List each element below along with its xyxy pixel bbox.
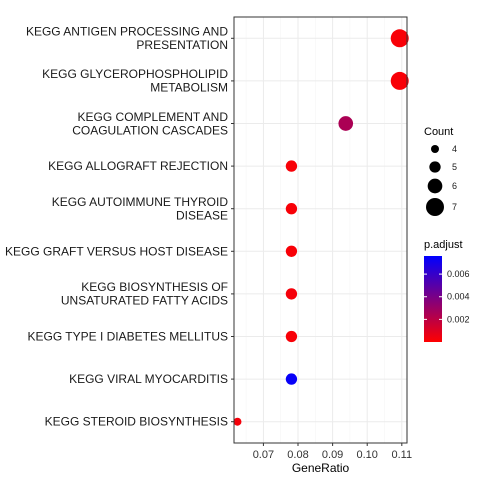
data-point — [390, 29, 409, 48]
data-point — [285, 330, 298, 343]
padjust-legend-title: p.adjust — [424, 239, 463, 251]
y-axis: KEGG ANTIGEN PROCESSING AND PRESENTATION K… — [5, 25, 234, 429]
x-axis-title: GeneRatio — [292, 461, 350, 475]
x-tick-label: 0.09 — [322, 449, 343, 461]
y-category-label: KEGG BIOSYNTHESIS OF UNSATURATED FATTY AC… — [61, 280, 228, 308]
y-category-label: KEGG GRAFT VERSUS HOST DISEASE — [5, 244, 228, 258]
y-category-label: KEGG AUTOIMMUNE THYROID DISEASE — [52, 195, 229, 223]
data-point — [285, 373, 298, 385]
padjust-legend-label: 0.004 — [447, 292, 470, 302]
count-legend-key — [429, 161, 441, 173]
count-legend-key — [427, 178, 443, 194]
y-category-label: KEGG COMPLEMENT AND COAGULATION CASCADES — [72, 110, 228, 138]
y-category-label: KEGG ANTIGEN PROCESSING AND PRESENTATION — [26, 25, 228, 53]
data-point — [233, 417, 242, 426]
x-tick-label: 0.08 — [287, 449, 308, 461]
padjust-legend-label: 0.006 — [447, 269, 470, 279]
x-tick-label: 0.10 — [356, 449, 377, 461]
data-points — [233, 29, 409, 426]
y-category-label: KEGG ALLOGRAFT REJECTION — [48, 159, 228, 173]
y-category-label: KEGG VIRAL MYOCARDITIS — [69, 372, 228, 386]
data-point — [285, 288, 298, 300]
data-point — [285, 203, 298, 215]
plot-panel — [233, 16, 408, 444]
count-legend-key — [426, 198, 444, 216]
padjust-legend-label: 0.002 — [447, 314, 470, 324]
data-point — [390, 71, 409, 90]
count-legend-label: 4 — [452, 144, 457, 154]
count-legend-label: 5 — [452, 162, 457, 172]
count-legend-key — [431, 145, 439, 153]
count-legend: Count 4 5 6 7 — [424, 126, 457, 216]
y-category-label: KEGG GLYCEROPHOSPHOLIPID METABOLISM — [42, 67, 228, 95]
grid-lines — [234, 17, 407, 443]
y-category-label: KEGG STEROID BIOSYNTHESIS — [45, 415, 228, 429]
count-legend-label: 6 — [452, 181, 457, 191]
data-point — [285, 245, 298, 257]
x-axis: 0.07 0.08 0.09 0.10 0.11 — [253, 443, 412, 461]
data-point — [338, 116, 354, 131]
padjust-legend: p.adjust 0.002 0.004 0.006 — [424, 239, 470, 342]
count-legend-title: Count — [424, 126, 453, 138]
data-point — [285, 160, 298, 172]
padjust-colorbar — [424, 256, 442, 342]
x-tick-label: 0.11 — [392, 449, 413, 461]
count-legend-label: 7 — [452, 202, 457, 212]
x-tick-label: 0.07 — [253, 449, 274, 461]
y-category-label: KEGG TYPE I DIABETES MELLITUS — [27, 330, 228, 344]
